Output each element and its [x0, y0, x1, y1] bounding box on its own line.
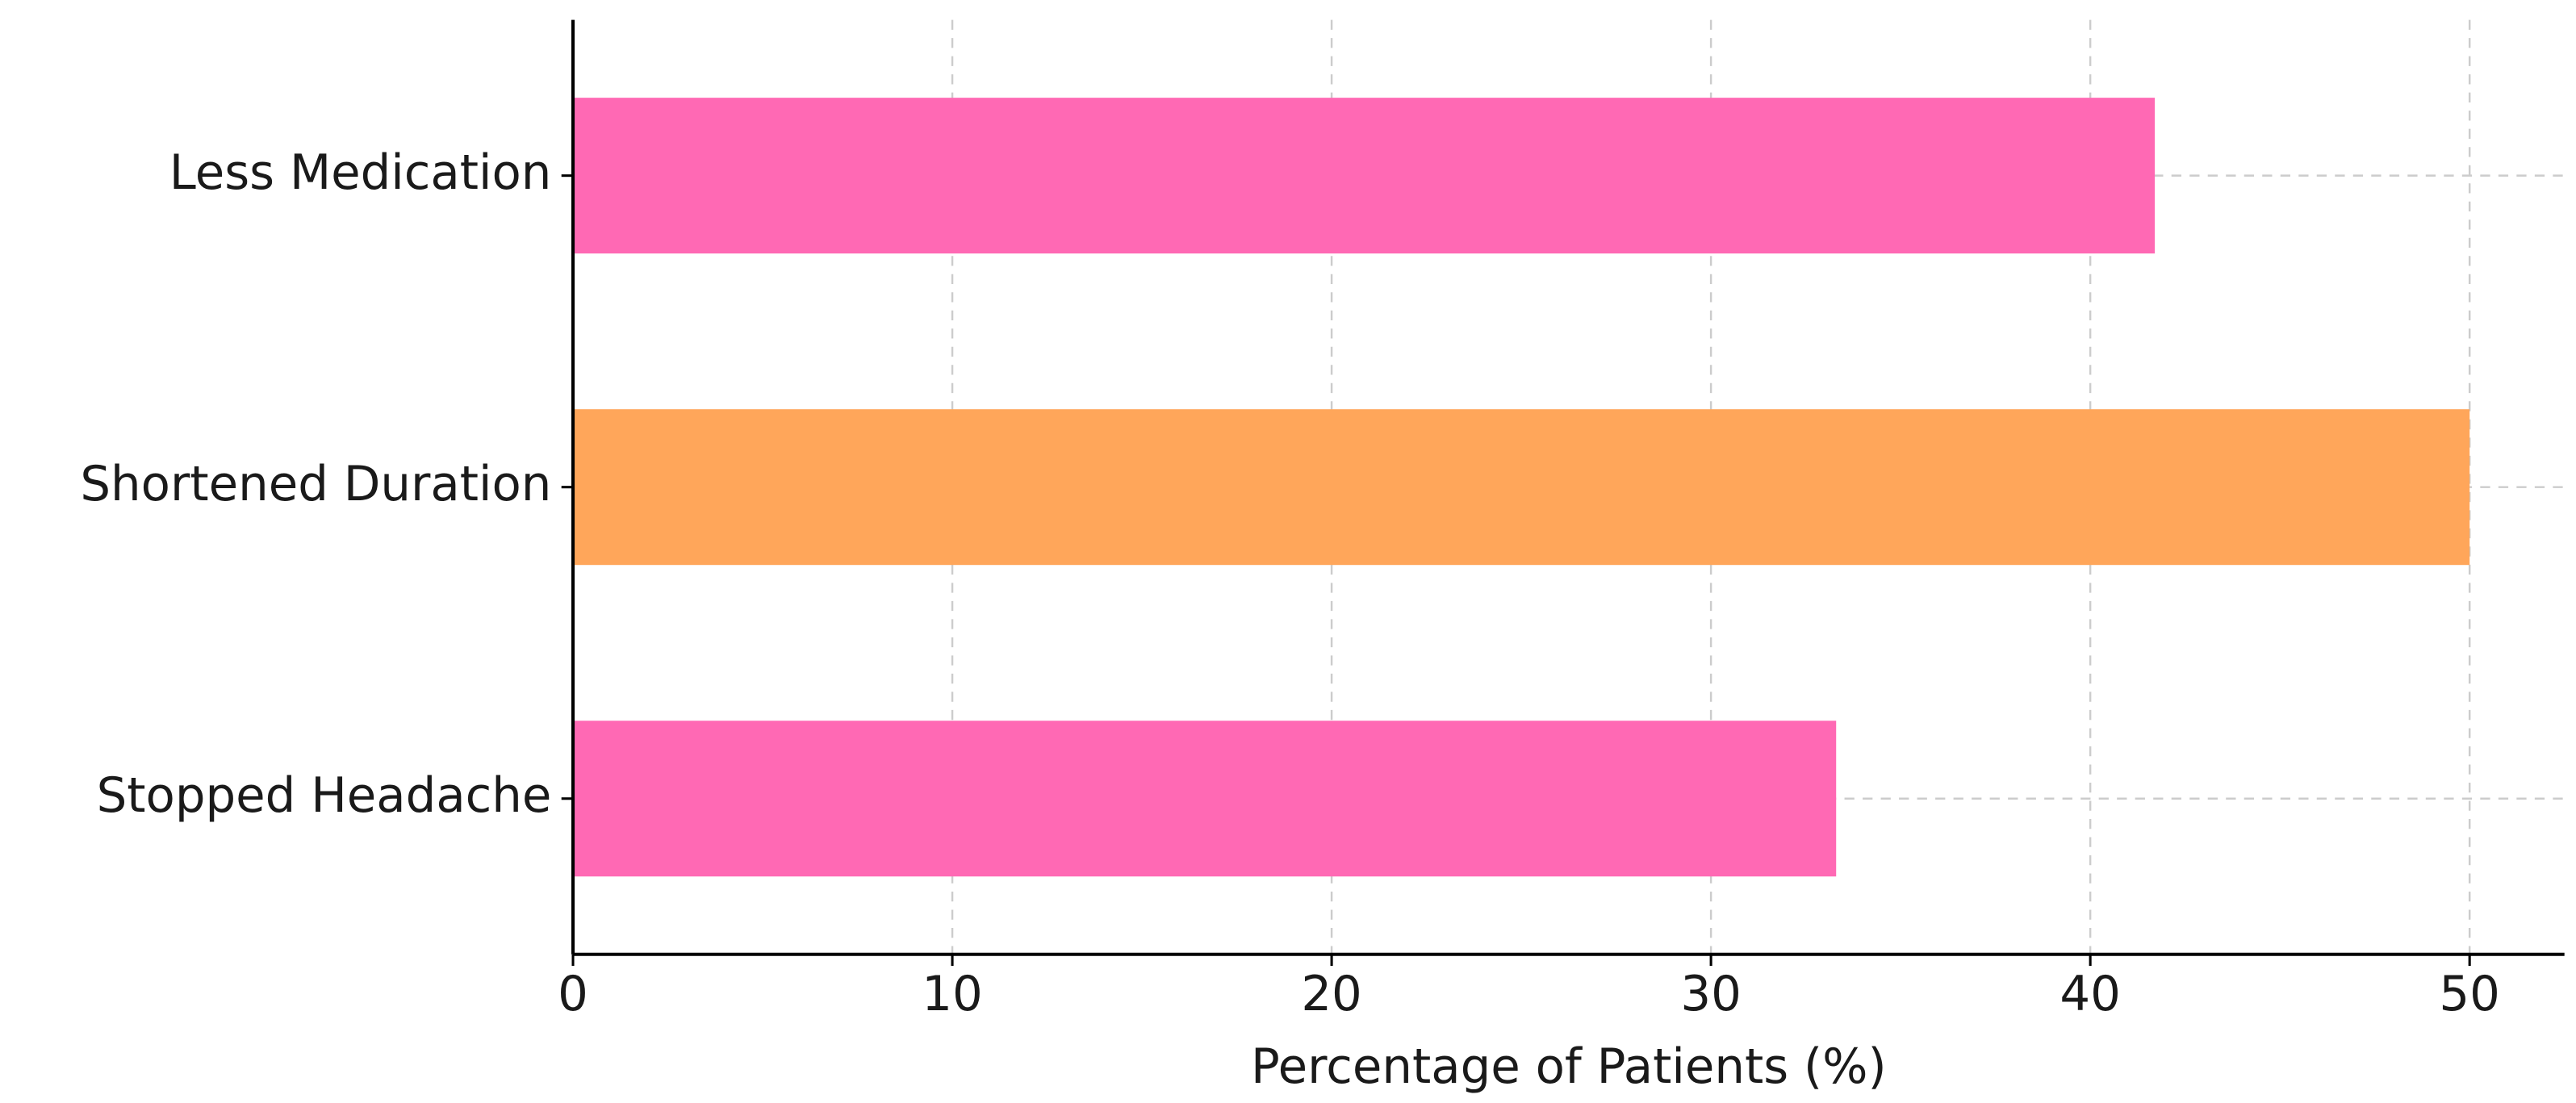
bar: [573, 721, 1837, 877]
x-tick-label: 0: [558, 966, 588, 1022]
x-tick-label: 40: [2060, 966, 2120, 1022]
x-tick-label: 30: [1680, 966, 1742, 1022]
x-axis-label: Percentage of Patients (%): [1251, 1038, 1887, 1094]
bar: [573, 98, 2156, 254]
x-tick-label: 20: [1301, 966, 1362, 1022]
x-tick-label: 50: [2439, 966, 2500, 1022]
bar: [573, 409, 2470, 566]
y-tick-label: Shortened Duration: [80, 456, 551, 512]
y-tick-label: Stopped Headache: [97, 767, 552, 823]
y-tick-label: Less Medication: [169, 144, 552, 200]
x-tick-label: 10: [922, 966, 983, 1022]
